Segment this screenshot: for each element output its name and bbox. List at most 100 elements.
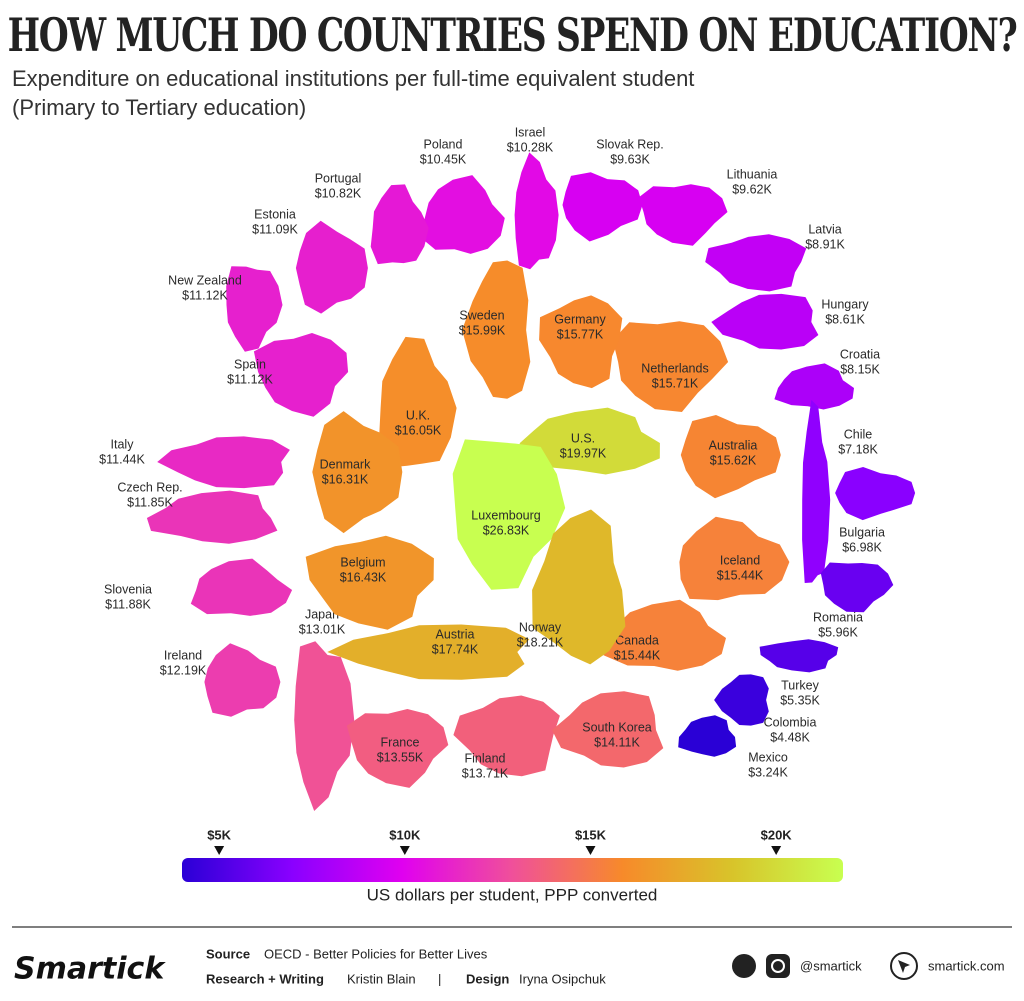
source: OECD - Better Policies for Better Lives — [264, 946, 488, 961]
country-shape — [603, 599, 726, 671]
country-label: Belgium — [340, 555, 385, 569]
value-label: $10.28K — [507, 140, 554, 154]
country-shape — [146, 490, 278, 544]
value-label: $10.82K — [315, 186, 362, 200]
colorbar — [182, 858, 843, 882]
country-shape — [462, 260, 531, 399]
value-label: $11.09K — [252, 222, 298, 236]
site[interactable]: smartick.com — [928, 958, 1005, 973]
country-shape — [835, 467, 916, 521]
country-label: Chile — [844, 427, 873, 441]
separator: | — [438, 971, 441, 986]
country-shape — [253, 333, 349, 417]
country-label: Denmark — [320, 457, 371, 471]
value-label: $6.98K — [842, 540, 882, 554]
country-label: Colombia — [764, 715, 817, 729]
value-label: $19.97K — [560, 446, 607, 460]
value-label: $8.15K — [840, 362, 880, 376]
country-label: Norway — [519, 620, 562, 634]
value-label: $11.12K — [182, 288, 228, 302]
country-label: Latvia — [808, 222, 841, 236]
country-label: Iceland — [720, 553, 760, 567]
country-shape — [820, 562, 894, 613]
value-label: $11.44K — [99, 452, 145, 466]
value-label: $13.71K — [462, 766, 509, 780]
country-label: Austria — [436, 627, 475, 641]
country-label: Turkey — [781, 678, 819, 692]
design-label: Design — [466, 971, 509, 986]
country-shape — [759, 639, 839, 673]
value-label: $17.74K — [432, 642, 479, 656]
country-shape — [711, 293, 819, 350]
country-shape — [346, 709, 449, 788]
country-shape — [714, 674, 769, 726]
colorbar-tick — [585, 846, 596, 855]
country-shape — [532, 509, 626, 665]
value-label: $15.71K — [652, 376, 699, 390]
country-label: Netherlands — [641, 361, 708, 375]
country-shape — [453, 695, 560, 777]
chart-title: HOW MUCH DO COUNTRIES SPEND ON EDUCATION… — [8, 8, 1017, 62]
value-label: $15.44K — [614, 648, 661, 662]
value-label: $11.85K — [127, 495, 173, 509]
country-label: Japan — [305, 607, 339, 621]
twitter-icon[interactable] — [732, 954, 756, 978]
cursor-icon[interactable] — [890, 952, 918, 980]
value-label: $15.44K — [717, 568, 764, 582]
value-label: $9.63K — [610, 152, 650, 166]
instagram-icon[interactable] — [766, 954, 790, 978]
country-shape — [420, 175, 505, 254]
value-label: $16.05K — [395, 423, 442, 437]
subtitle: (Primary to Tertiary education) — [12, 95, 306, 120]
value-label: $16.31K — [322, 472, 369, 486]
country-label: Portugal — [315, 171, 362, 185]
country-shape — [226, 266, 283, 352]
country-shape — [312, 411, 403, 534]
country-shape — [705, 234, 807, 292]
value-label: $8.61K — [825, 312, 865, 326]
country-shape — [305, 535, 434, 630]
country-label: Luxembourg — [471, 508, 541, 522]
country-shape — [774, 363, 854, 410]
colorbar-tick — [399, 846, 410, 855]
subtitle: Expenditure on educational institutions … — [12, 66, 694, 91]
colorbar-tick-label: $5K — [207, 827, 231, 842]
value-label: $11.12K — [227, 372, 273, 386]
country-label: Croatia — [840, 347, 880, 361]
country-label: South Korea — [582, 720, 652, 734]
value-label: $3.24K — [748, 765, 788, 779]
handle[interactable]: @smartick — [800, 958, 862, 973]
country-shape — [157, 436, 290, 489]
value-label: $9.62K — [732, 182, 772, 196]
country-shape — [514, 152, 559, 270]
country-label: Estonia — [254, 207, 296, 221]
country-shape — [802, 399, 831, 583]
country-label: Poland — [424, 137, 463, 151]
country-label: Israel — [515, 125, 546, 139]
value-label: $5.96K — [818, 625, 858, 639]
country-shape — [539, 295, 623, 389]
country-shape — [327, 624, 530, 680]
country-label: Slovenia — [104, 582, 152, 596]
instagram-glyph — [771, 959, 785, 973]
value-label: $18.21K — [517, 635, 564, 649]
country-shape — [294, 641, 355, 811]
value-label: $15.99K — [459, 323, 506, 337]
value-label: $12.19K — [160, 663, 207, 677]
research-label: Research + Writing — [206, 971, 324, 986]
country-label: Romania — [813, 610, 863, 624]
country-shape — [612, 321, 729, 412]
country-shape — [190, 558, 293, 616]
value-label: $14.11K — [594, 735, 640, 749]
colorbar-tick-label: $15K — [575, 827, 607, 842]
colorbar-tick — [214, 846, 225, 855]
country-label: Czech Rep. — [117, 480, 182, 494]
colorbar-tick-label: $20K — [761, 827, 793, 842]
country-label: Finland — [465, 751, 506, 765]
country-label: Canada — [615, 633, 659, 647]
value-label: $4.48K — [770, 730, 810, 744]
country-shape — [295, 220, 368, 314]
value-label: $15.62K — [710, 453, 757, 467]
country-shape — [204, 643, 281, 717]
